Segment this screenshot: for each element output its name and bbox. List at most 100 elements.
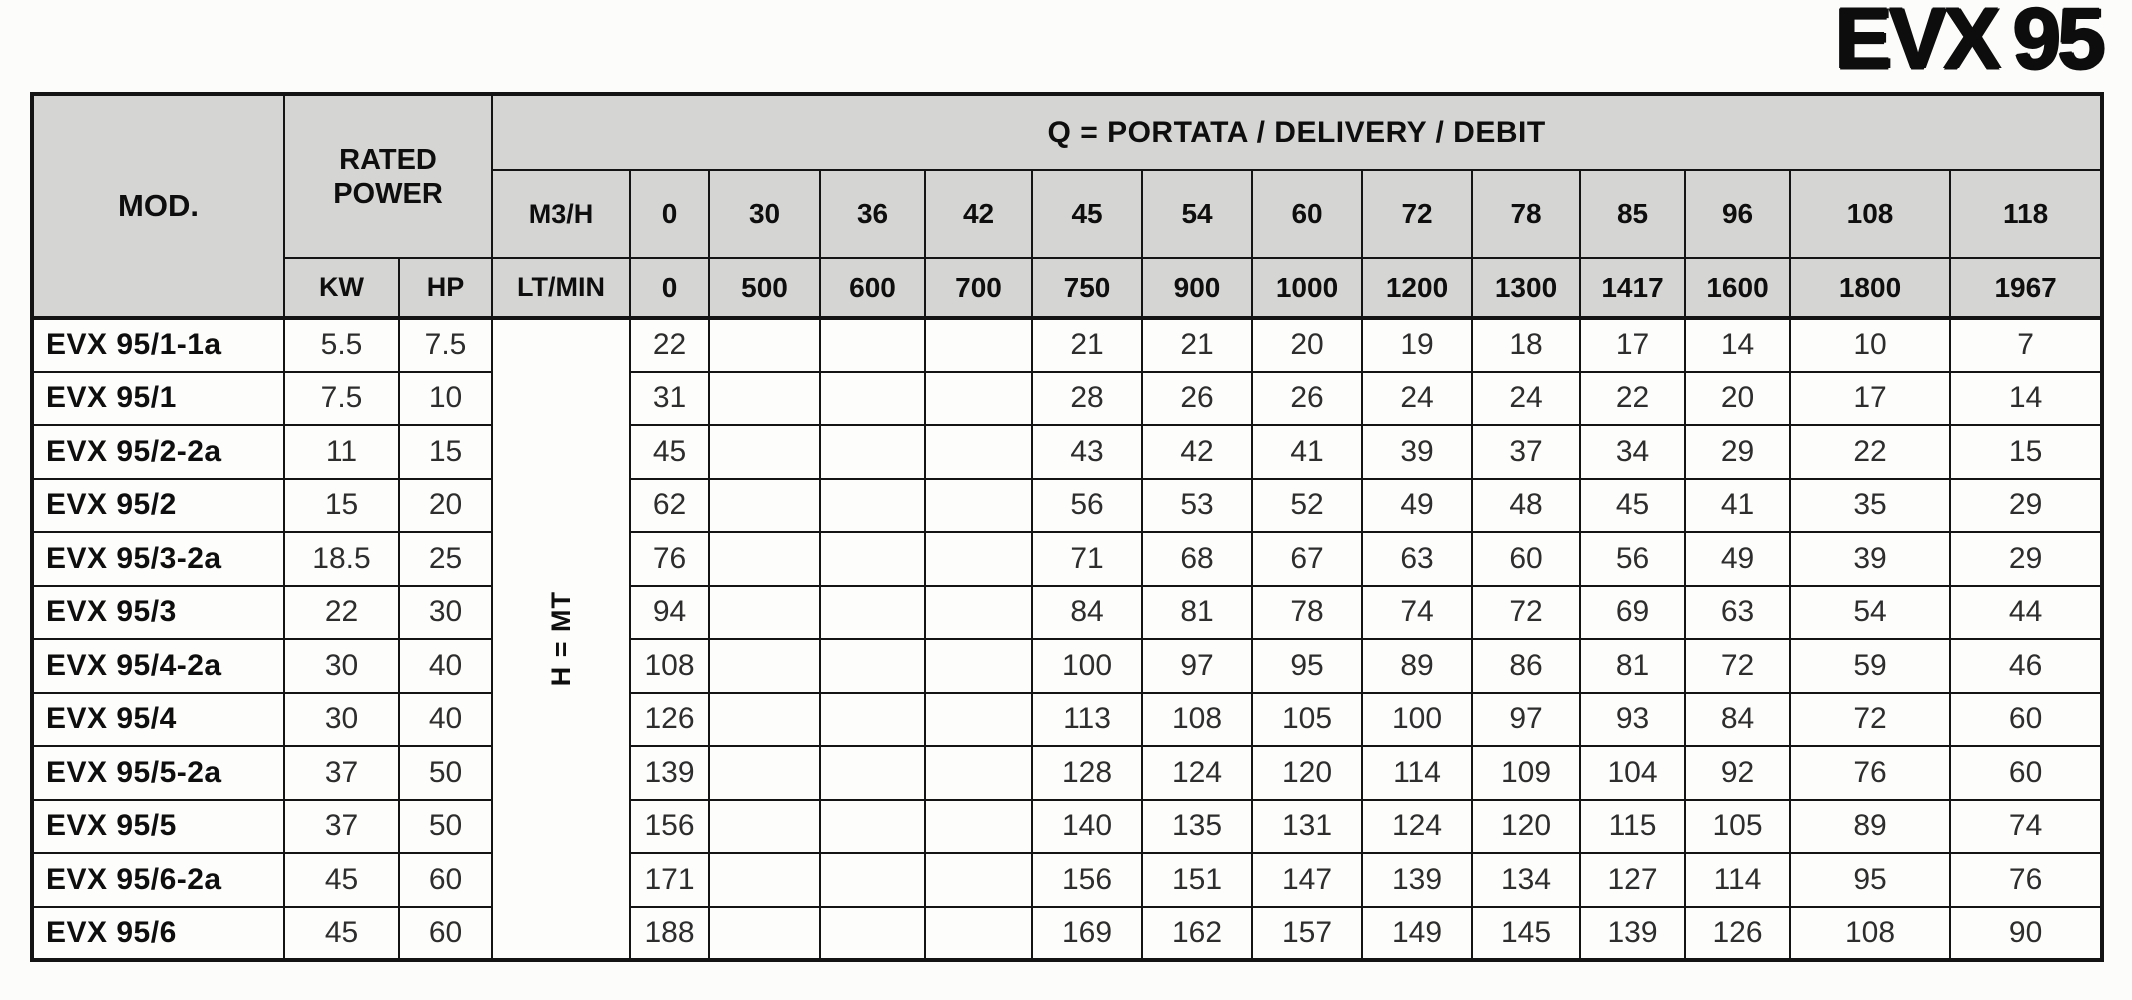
head-value-cell <box>708 584 822 640</box>
kw-value-cell: 37 <box>283 745 400 801</box>
head-value-cell: 41 <box>1684 477 1792 533</box>
head-value-cell: 29 <box>1684 424 1792 480</box>
kw-value-cell: 45 <box>283 852 400 908</box>
hp-value-cell: 10 <box>397 370 494 426</box>
head-value-cell <box>924 798 1034 854</box>
head-value-cell <box>924 691 1034 747</box>
table-row: EVX 95/1-1a 5.5 7.5 H = MT 22 21 21 20 19 18 17 14 1… <box>31 316 2104 961</box>
head-value-cell <box>819 370 927 426</box>
hp-unit-label: HP <box>397 257 494 319</box>
head-value-cell: 22 <box>629 316 711 373</box>
head-value-cell: 76 <box>1949 852 2104 908</box>
head-unit-cell: H = MT <box>491 316 632 961</box>
head-value-cell: 145 <box>1471 905 1582 961</box>
head-value-cell: 105 <box>1684 798 1792 854</box>
head-value-cell: 97 <box>1471 691 1582 747</box>
head-value-cell: 105 <box>1251 691 1364 747</box>
head-value-cell: 97 <box>1141 638 1254 694</box>
head-value-cell: 68 <box>1141 531 1254 587</box>
ltmin-value-cell: 500 <box>708 257 822 319</box>
m3h-unit-label: M3/H <box>491 169 632 259</box>
head-value-cell: 63 <box>1361 531 1474 587</box>
head-value-cell: 53 <box>1141 477 1254 533</box>
head-value-cell: 120 <box>1251 745 1364 801</box>
head-value-cell: 39 <box>1789 531 1952 587</box>
head-value-cell: 108 <box>1789 905 1952 961</box>
head-value-cell: 72 <box>1471 584 1582 640</box>
head-value-cell: 139 <box>629 745 711 801</box>
kw-value-cell: 7.5 <box>283 370 400 426</box>
head-value-cell: 49 <box>1361 477 1474 533</box>
ltmin-unit-label: LT/MIN <box>491 257 632 319</box>
m3h-value-cell: 108 <box>1789 169 1952 259</box>
head-value-cell <box>708 477 822 533</box>
head-value-cell: 22 <box>1789 424 1952 480</box>
head-value-cell: 60 <box>1949 745 2104 801</box>
hp-value-cell: 7.5 <box>397 316 494 373</box>
ltmin-value-cell: 1800 <box>1789 257 1952 319</box>
head-value-cell <box>924 424 1034 480</box>
spec-table-header: MOD. RATED POWER Q = PORTATA / DELIVERY … <box>31 93 2104 319</box>
model-cell: EVX 95/6 <box>31 905 285 961</box>
head-value-cell <box>819 584 927 640</box>
head-value-cell <box>708 745 822 801</box>
head-value-cell: 120 <box>1471 798 1582 854</box>
head-value-cell: 89 <box>1361 638 1474 694</box>
head-value-cell: 39 <box>1361 424 1474 480</box>
head-value-cell <box>924 584 1034 640</box>
ltmin-value-cell: 700 <box>924 257 1034 319</box>
head-value-cell <box>708 424 822 480</box>
m3h-value-cell: 60 <box>1251 169 1364 259</box>
model-cell: EVX 95/5-2a <box>31 745 285 801</box>
head-value-cell: 48 <box>1471 477 1582 533</box>
head-value-cell: 113 <box>1031 691 1144 747</box>
head-value-cell: 93 <box>1579 691 1687 747</box>
m3h-value-cell: 30 <box>708 169 822 259</box>
head-value-cell: 37 <box>1471 424 1582 480</box>
head-value-cell <box>924 370 1034 426</box>
model-cell: EVX 95/3-2a <box>31 531 285 587</box>
head-value-cell: 108 <box>1141 691 1254 747</box>
head-value-cell: 44 <box>1949 584 2104 640</box>
table-row: EVX 95/2 15 20 62 56 53 52 49 48 45 41 35 29 <box>31 477 2104 533</box>
head-value-cell <box>924 745 1034 801</box>
head-value-cell: 157 <box>1251 905 1364 961</box>
kw-value-cell: 30 <box>283 691 400 747</box>
head-value-cell: 52 <box>1251 477 1364 533</box>
head-value-cell: 76 <box>1789 745 1952 801</box>
head-value-cell: 104 <box>1579 745 1687 801</box>
head-value-cell <box>708 691 822 747</box>
head-value-cell <box>819 424 927 480</box>
kw-value-cell: 45 <box>283 905 400 961</box>
head-value-cell <box>819 852 927 908</box>
hp-value-cell: 60 <box>397 852 494 908</box>
head-value-cell <box>819 905 927 961</box>
head-value-cell <box>819 638 927 694</box>
head-value-cell: 20 <box>1251 316 1364 373</box>
head-value-cell: 17 <box>1789 370 1952 426</box>
head-value-cell: 78 <box>1251 584 1364 640</box>
head-value-cell <box>819 477 927 533</box>
head-value-cell: 128 <box>1031 745 1144 801</box>
head-value-cell: 151 <box>1141 852 1254 908</box>
head-value-cell: 89 <box>1789 798 1952 854</box>
page-title: EVX 95 <box>1834 0 2105 87</box>
model-cell: EVX 95/3 <box>31 584 285 640</box>
kw-value-cell: 18.5 <box>283 531 400 587</box>
hp-value-cell: 50 <box>397 745 494 801</box>
head-value-cell: 24 <box>1471 370 1582 426</box>
table-row: EVX 95/6 45 60 188 169 162 157 149 145 139 126 108 9… <box>31 905 2104 961</box>
kw-value-cell: 5.5 <box>283 316 400 373</box>
table-row: EVX 95/6-2a 45 60 171 156 151 147 139 134 127 114 9… <box>31 852 2104 908</box>
head-value-cell: 63 <box>1684 584 1792 640</box>
m3h-value-cell: 78 <box>1471 169 1582 259</box>
head-value-cell: 24 <box>1361 370 1474 426</box>
ltmin-value-cell: 1417 <box>1579 257 1687 319</box>
table-row: EVX 95/3 22 30 94 84 81 78 74 72 69 63 54 44 <box>31 584 2104 640</box>
hp-value-cell: 50 <box>397 798 494 854</box>
head-value-cell: 60 <box>1471 531 1582 587</box>
head-value-cell: 109 <box>1471 745 1582 801</box>
ltmin-value-cell: 900 <box>1141 257 1254 319</box>
head-value-cell: 41 <box>1251 424 1364 480</box>
model-cell: EVX 95/4-2a <box>31 638 285 694</box>
